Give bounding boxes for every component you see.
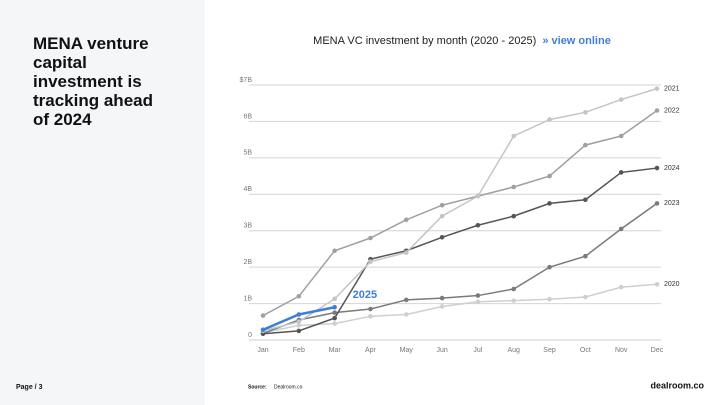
page-label: Page / 3 — [16, 384, 43, 391]
point — [296, 319, 302, 325]
series-label: 2024 — [664, 165, 680, 172]
y-tick-label: 1B — [243, 295, 252, 302]
point — [654, 108, 660, 113]
y-tick-label: 0 — [248, 332, 252, 339]
y-tick-label: 2B — [243, 259, 252, 266]
y-tick-label: 6B — [243, 113, 252, 120]
x-tick-label: Mar — [329, 347, 342, 354]
point — [368, 306, 373, 312]
x-tick-label: Oct — [580, 347, 591, 354]
point — [583, 110, 588, 115]
series-label: 2022 — [664, 107, 680, 114]
point — [547, 117, 552, 122]
point — [260, 313, 266, 318]
series-label: 2025 — [353, 289, 377, 301]
point — [547, 264, 552, 270]
point — [368, 259, 373, 264]
point — [583, 294, 588, 300]
series-label: 2021 — [664, 85, 680, 92]
point — [654, 201, 660, 206]
point — [475, 293, 481, 298]
x-tick-label: Feb — [293, 347, 305, 354]
line — [262, 202, 658, 335]
side-panel — [0, 0, 205, 405]
point — [332, 315, 337, 321]
point — [296, 323, 302, 328]
x-tick-label: Nov — [615, 347, 628, 354]
point — [654, 86, 660, 91]
point — [368, 235, 373, 241]
point — [332, 248, 337, 254]
source: Dealroom.co — [274, 384, 303, 390]
point — [547, 296, 552, 302]
chart-title: MENA VC investment by month (2020 - 2025… — [313, 35, 536, 47]
x-tick-label: May — [400, 347, 414, 354]
point — [547, 201, 552, 206]
point — [511, 298, 517, 303]
x-tick-label: Aug — [507, 347, 520, 354]
point — [296, 328, 302, 334]
x-tick-label: Dec — [651, 347, 664, 354]
series-label: 2020 — [664, 281, 680, 288]
point — [368, 314, 373, 319]
y-tick-label: 4B — [243, 186, 252, 193]
point — [583, 253, 588, 259]
point — [439, 304, 445, 309]
point — [511, 133, 517, 139]
series-label: 2023 — [664, 200, 680, 207]
point — [439, 202, 445, 208]
point — [475, 193, 481, 199]
point — [618, 133, 624, 139]
brand: dealroom.co — [650, 380, 704, 390]
point — [511, 286, 517, 292]
point — [618, 284, 624, 290]
point — [296, 293, 302, 299]
chart-title-line: MENA VC investment by month (2020 - 2025… — [313, 35, 611, 47]
point — [439, 234, 445, 240]
line — [262, 109, 658, 317]
point — [618, 170, 624, 175]
point — [511, 213, 517, 219]
point — [403, 250, 409, 255]
line — [262, 283, 658, 334]
point — [403, 312, 409, 317]
line — [262, 167, 658, 335]
point — [439, 213, 445, 219]
point — [332, 321, 337, 326]
x-tick-label: Jun — [436, 347, 447, 354]
point — [511, 184, 517, 190]
point — [439, 295, 445, 301]
point — [583, 197, 588, 203]
point — [475, 222, 481, 228]
point — [403, 297, 409, 303]
point — [654, 281, 660, 287]
point — [296, 312, 302, 317]
x-tick-label: Apr — [365, 347, 377, 354]
line — [262, 87, 658, 332]
y-tick-label: 3B — [243, 223, 252, 230]
point — [618, 226, 624, 232]
point — [547, 173, 552, 179]
y-tick-label: 5B — [243, 150, 252, 157]
x-tick-label: Sep — [543, 347, 556, 354]
point — [618, 97, 624, 102]
x-tick-label: Jan — [257, 347, 268, 354]
point — [475, 299, 481, 305]
source-label: Source: — [248, 384, 267, 390]
point — [260, 327, 266, 333]
point — [332, 304, 337, 310]
x-tick-label: Jul — [473, 347, 482, 354]
point — [332, 296, 337, 302]
point — [332, 310, 337, 315]
headline: MENA venture capital investment is track… — [33, 34, 153, 129]
point — [654, 165, 660, 171]
point — [403, 217, 409, 223]
view-online-link[interactable]: » view online — [542, 35, 610, 47]
point — [583, 142, 588, 148]
y-tick-label: $7B — [240, 77, 253, 84]
